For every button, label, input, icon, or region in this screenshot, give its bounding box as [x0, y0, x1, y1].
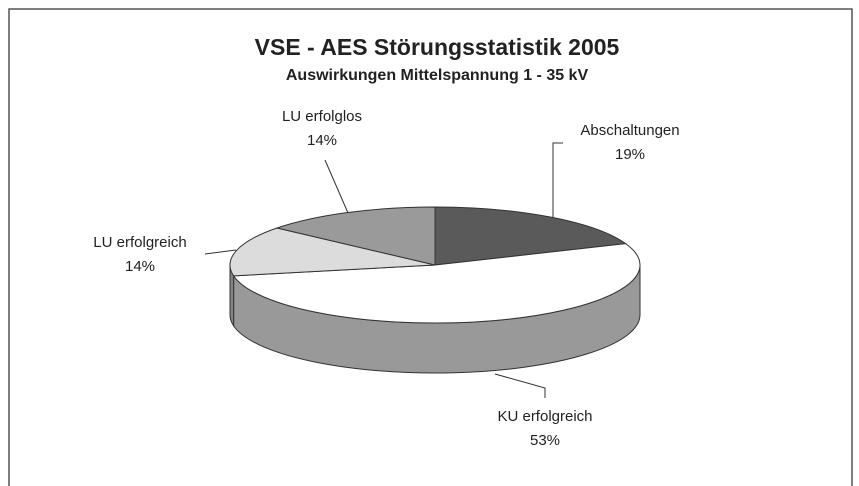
leader-line	[552, 142, 563, 218]
chart-title: VSE - AES Störungsstatistik 2005	[255, 34, 620, 60]
leader-line	[204, 249, 237, 255]
slice-label: LU erfolgreich	[93, 234, 186, 251]
slice-label: LU erfolglos	[282, 108, 362, 125]
chart-subtitle: Auswirkungen Mittelspannung 1 - 35 kV	[286, 67, 589, 84]
slice-label: KU erfolgreich	[497, 408, 592, 425]
slice-value: 19%	[615, 146, 645, 163]
pie-slice	[434, 206, 627, 266]
slice-value: 53%	[530, 432, 560, 449]
leader-line	[324, 159, 349, 214]
slice-value: 14%	[125, 258, 155, 275]
slice-value: 14%	[307, 132, 337, 149]
leader-line	[494, 373, 546, 398]
pie-slice	[232, 243, 641, 324]
pie-slice	[229, 227, 436, 277]
slice-label: Abschaltungen	[580, 122, 679, 139]
